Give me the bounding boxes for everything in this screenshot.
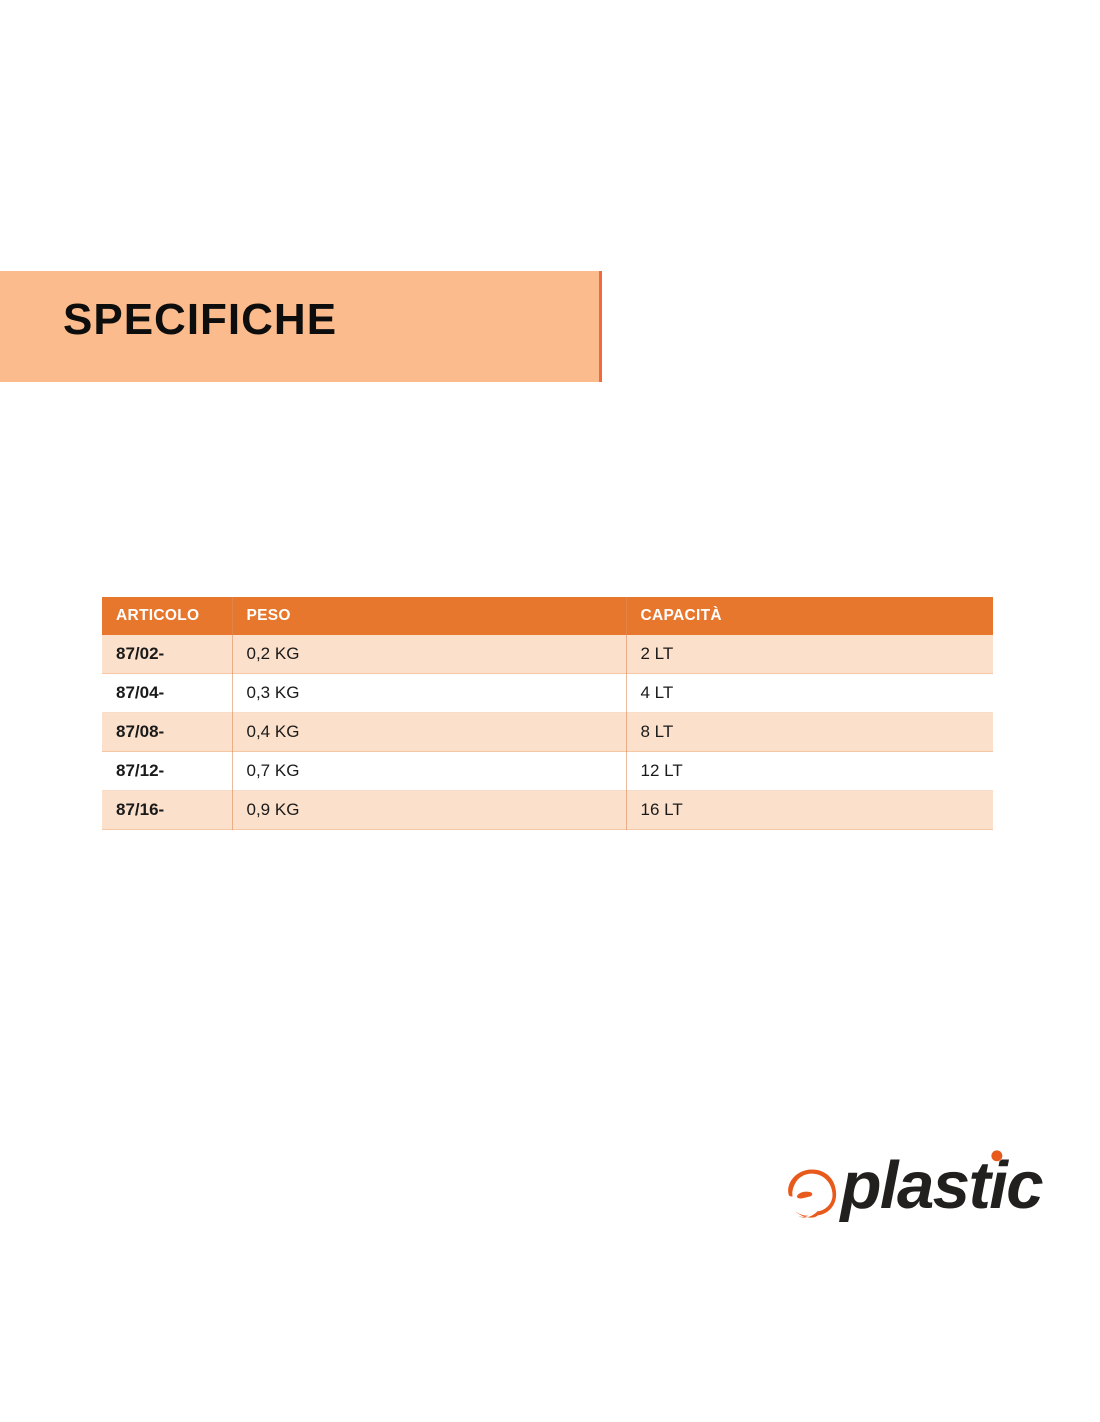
svg-text:plastic: plastic <box>838 1148 1043 1223</box>
